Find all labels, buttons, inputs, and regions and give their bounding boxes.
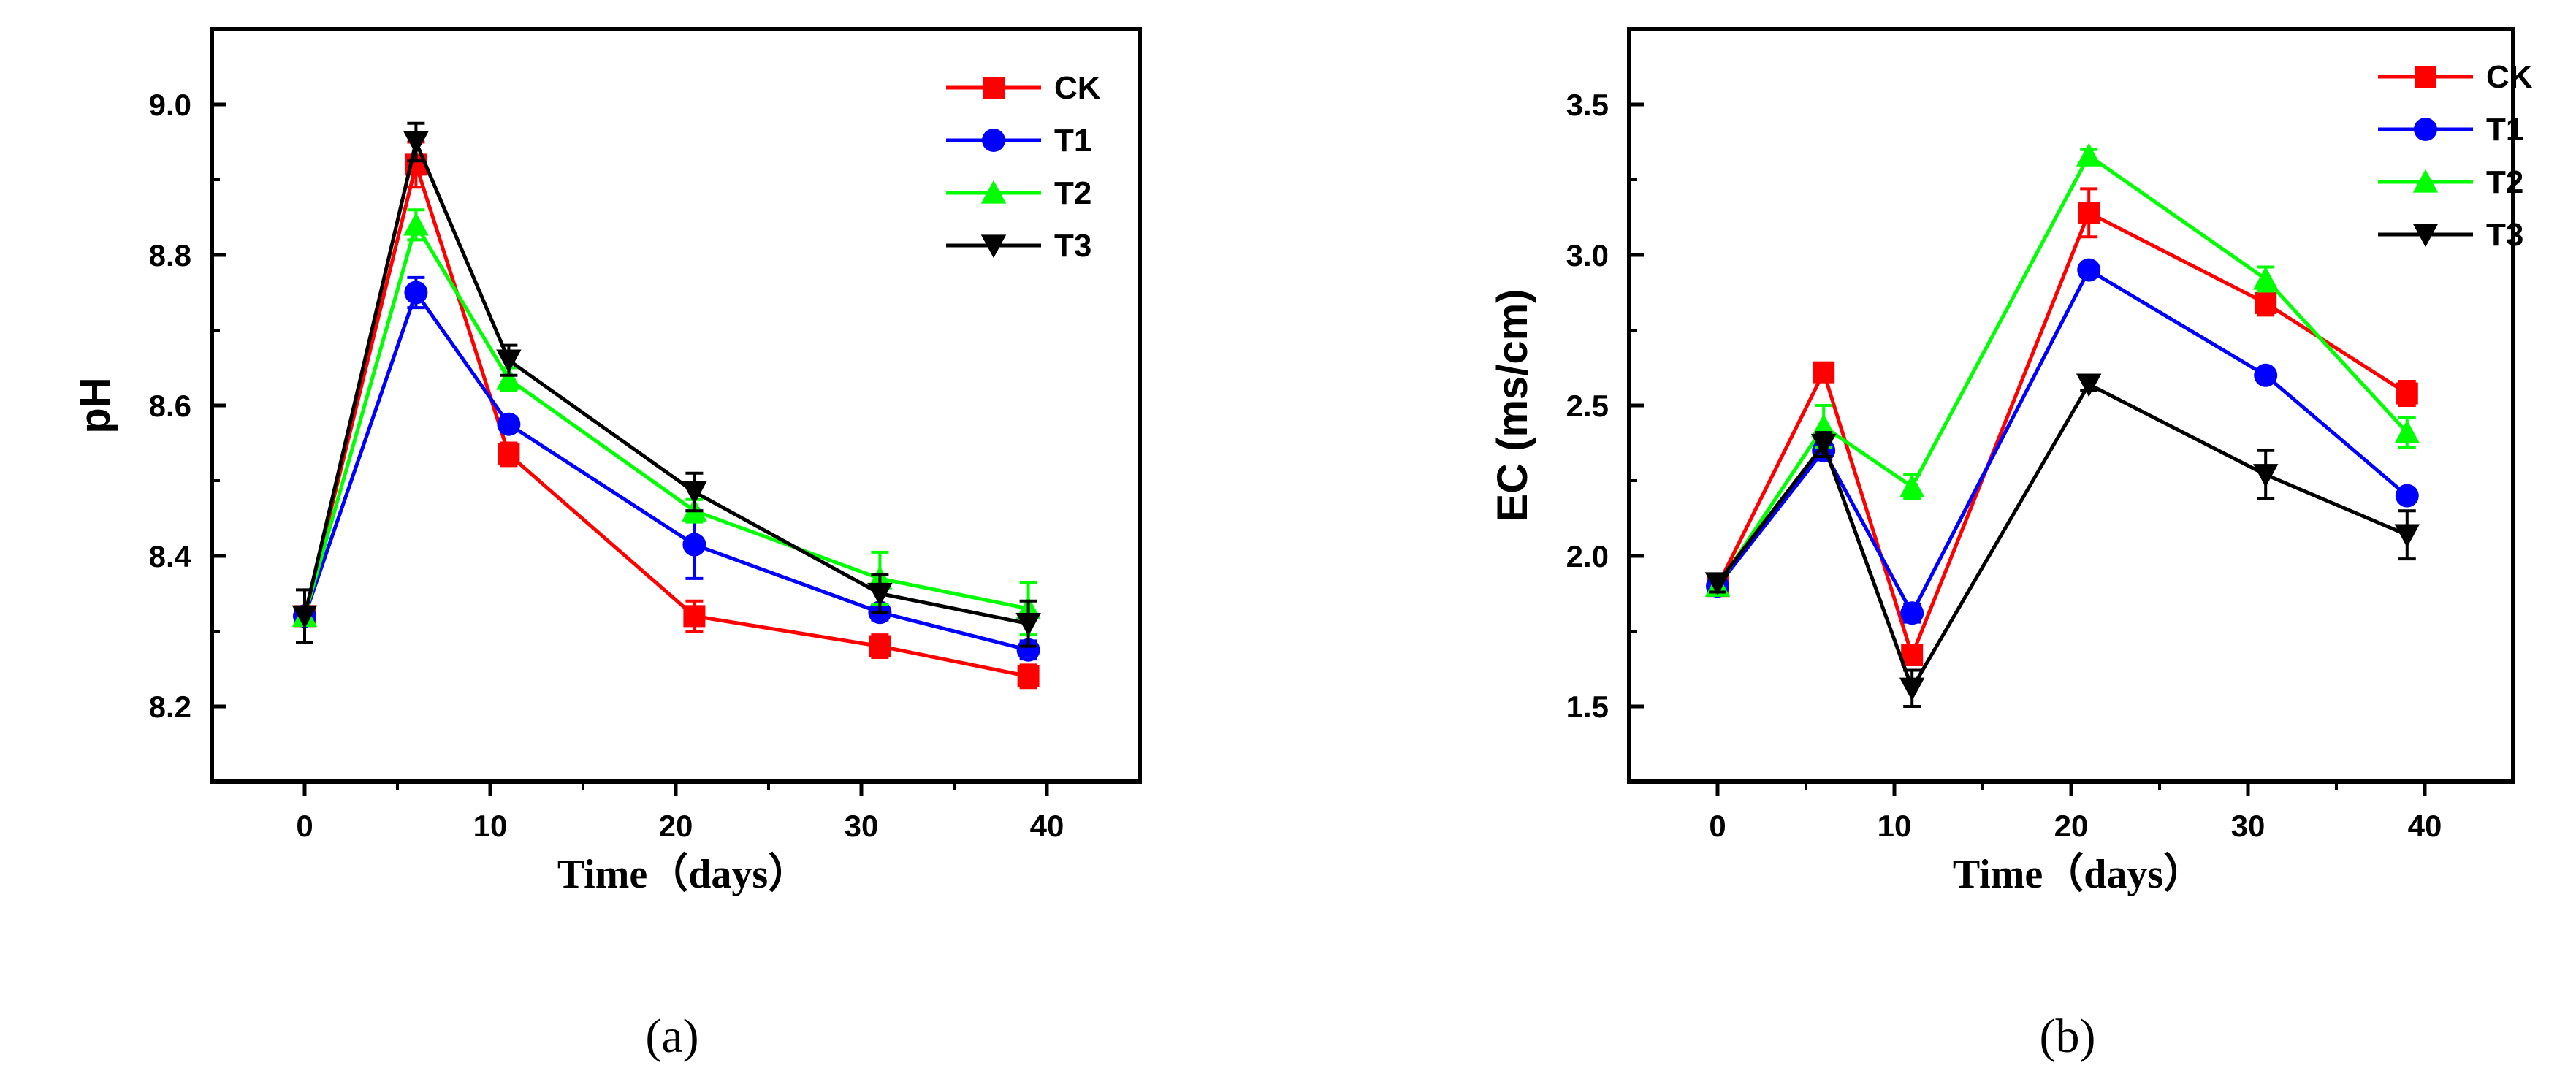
x-tick-label: 20 [2054, 809, 2089, 843]
data-point [291, 605, 318, 629]
series-line [302, 140, 1029, 626]
data-point [2078, 202, 2100, 224]
panel-label: (a) [645, 1010, 698, 1063]
y-axis-label: EC (ms/cm) [1489, 289, 1536, 522]
series-ck [294, 140, 1040, 690]
data-point [1016, 638, 1040, 662]
legend-label: T3 [1054, 228, 1091, 264]
data-point [1704, 572, 1731, 596]
data-point [403, 131, 429, 155]
legend-label: T1 [1054, 123, 1091, 159]
data-point [2396, 382, 2418, 405]
y-tick-label: 8.6 [149, 389, 191, 423]
data-point [2394, 419, 2420, 443]
data-point [869, 635, 891, 657]
data-point [1899, 677, 1925, 701]
x-axis-label: Time（days） [557, 851, 809, 897]
series-line [302, 162, 1029, 679]
data-point [1015, 613, 1041, 636]
series-line [1716, 268, 2409, 615]
legend: CK T1 T2 T3 [946, 70, 1101, 264]
data-point [2252, 266, 2279, 290]
series-line [1715, 210, 2409, 657]
data-point [2395, 484, 2419, 508]
x-tick-label: 20 [659, 809, 693, 843]
data-point [682, 533, 706, 557]
legend-label: CK [2486, 59, 2533, 95]
data-point [496, 366, 522, 390]
legend-marker [980, 234, 1007, 259]
series-line [1715, 153, 2409, 587]
x-tick-label: 40 [2408, 809, 2442, 843]
data-point [404, 281, 428, 305]
data-point [2077, 258, 2101, 282]
y-tick-label: 8.4 [149, 539, 192, 573]
chart-panel-b: 0 10 20 30 40 1.5 2.0 2.5 3.0 3.5 Time（days） EC (ms… [1489, 27, 2533, 1063]
y-tick-label: 2.5 [1566, 389, 1609, 423]
legend-marker [980, 180, 1007, 204]
y-tick-label: 8.2 [149, 690, 191, 724]
y-axis-label: pH [72, 377, 119, 433]
x-tick-label: 10 [1878, 809, 1912, 843]
y-tick-label: 3.5 [1566, 88, 1609, 122]
y-tick-label: 2.0 [1566, 539, 1609, 573]
data-point [2076, 142, 2102, 167]
series-line [302, 223, 1029, 617]
x-tick-label: 10 [473, 809, 508, 843]
series-t3 [291, 121, 1041, 648]
data-point [683, 605, 706, 628]
y-tick-label: 3.0 [1566, 238, 1609, 272]
series-line [302, 291, 1029, 652]
legend-marker [2412, 169, 2439, 193]
legend-label: T1 [2486, 112, 2523, 148]
data-point [403, 212, 429, 236]
data-point [496, 349, 522, 373]
data-point [497, 412, 521, 436]
x-tick-label: 0 [296, 809, 313, 843]
legend-label: T3 [2486, 217, 2523, 253]
legend-label: T2 [1054, 175, 1091, 211]
series-t2 [291, 208, 1041, 637]
legend: CK T1 T2 T3 [2378, 59, 2533, 253]
data-point [682, 481, 707, 505]
data-point [867, 582, 893, 606]
x-tick-label: 40 [1030, 809, 1064, 843]
legend-marker [982, 129, 1005, 152]
data-point [498, 443, 520, 465]
x-tick-label: 30 [2231, 809, 2266, 843]
chart-panel-a: 0 10 20 30 40 8.2 8.4 8.6 8.8 9.0 Time（days） pH CK T1… [72, 27, 1142, 1063]
x-axis-label: Time（days） [1953, 851, 2204, 897]
y-tick-label: 8.8 [149, 238, 191, 272]
data-point [1813, 361, 1835, 384]
legend-marker [2412, 224, 2439, 248]
data-point [1899, 473, 1925, 497]
legend-label: CK [1054, 70, 1101, 106]
x-tick-label: 30 [845, 809, 879, 843]
data-point [2254, 363, 2278, 387]
data-point [2255, 291, 2277, 314]
x-tick-label: 0 [1709, 809, 1726, 843]
y-tick-label: 9.0 [149, 88, 191, 122]
legend-marker [983, 77, 1005, 99]
panel-label: (b) [2040, 1010, 2096, 1063]
data-point [1017, 665, 1040, 687]
series-t3 [1704, 373, 2420, 708]
data-point [1810, 433, 1837, 457]
legend-marker [2414, 118, 2437, 141]
series-t2 [1704, 142, 2420, 597]
data-point [1901, 644, 1924, 666]
legend-label: T2 [2486, 164, 2523, 200]
data-point [1900, 601, 1924, 625]
series-line [1716, 382, 2408, 690]
data-point [2394, 524, 2420, 548]
legend-marker [2415, 66, 2436, 88]
y-tick-label: 1.5 [1566, 690, 1609, 724]
data-point [2252, 464, 2279, 488]
data-point [2076, 373, 2102, 397]
